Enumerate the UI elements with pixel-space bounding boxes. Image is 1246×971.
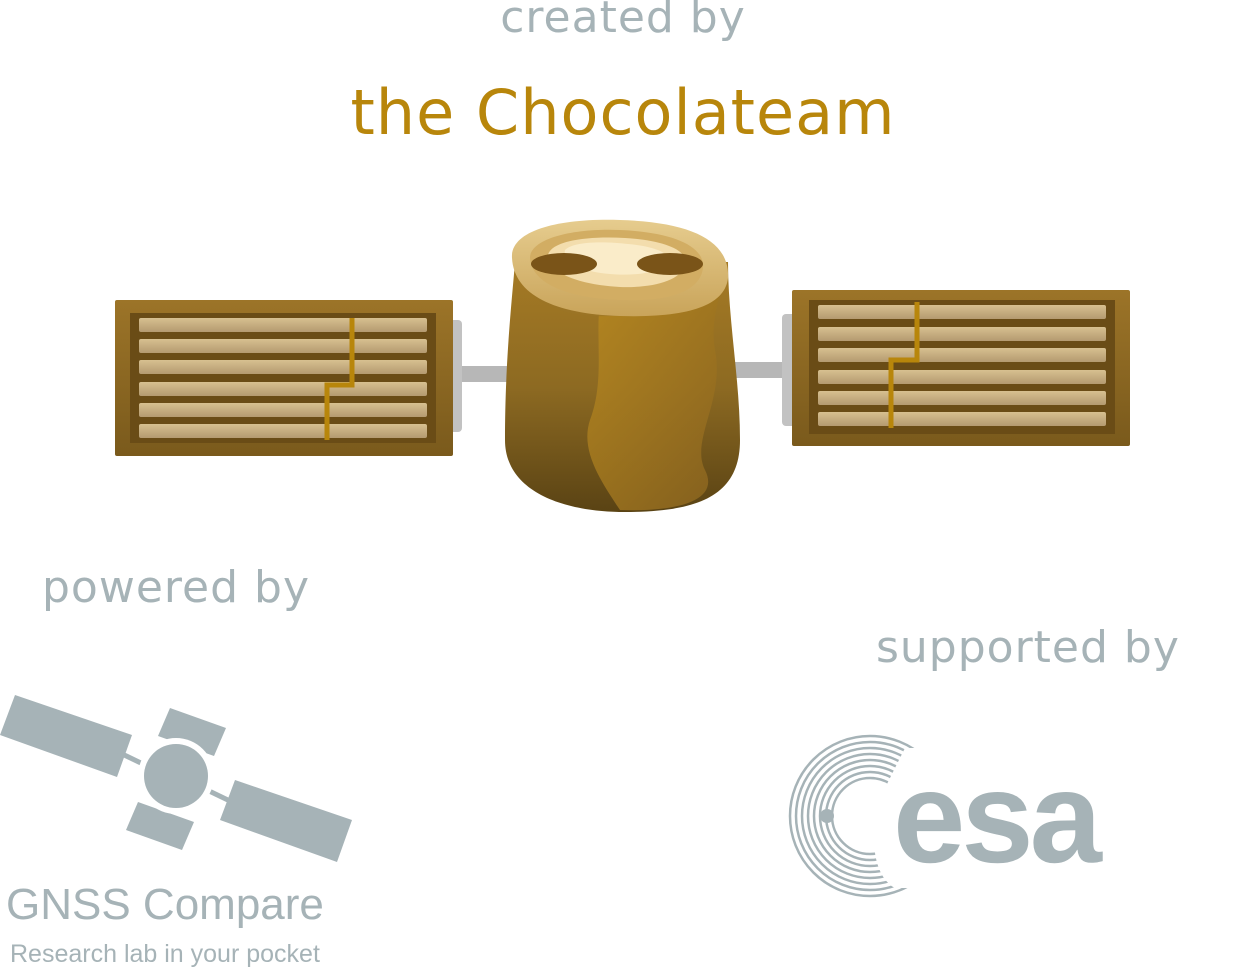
esa-logo-icon: esa: [788, 734, 1108, 898]
satellite-icon: [0, 695, 352, 862]
esa-logo-text: esa: [893, 744, 1104, 890]
supported-by-label: supported by: [876, 622, 1180, 673]
gnss-compare-title: GNSS Compare: [6, 880, 324, 929]
powered-by-label: powered by: [42, 562, 310, 613]
gnss-compare-subtitle: Research lab in your pocket: [10, 940, 320, 968]
created-by-label: created by: [500, 0, 746, 43]
team-name: the Chocolateam: [350, 76, 896, 149]
